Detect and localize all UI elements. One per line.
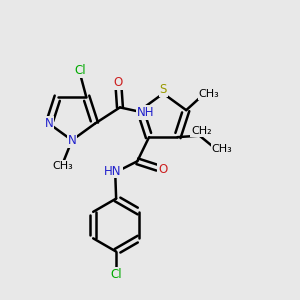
Text: NH: NH — [137, 106, 154, 119]
Text: N: N — [45, 117, 53, 130]
Text: HN: HN — [104, 164, 122, 178]
Text: Cl: Cl — [110, 268, 122, 281]
Text: O: O — [158, 163, 167, 176]
Text: CH₂: CH₂ — [191, 126, 212, 136]
Text: S: S — [160, 83, 167, 96]
Text: CH₃: CH₃ — [53, 161, 74, 171]
Text: CH₃: CH₃ — [199, 89, 219, 99]
Text: O: O — [114, 76, 123, 89]
Text: Cl: Cl — [74, 64, 86, 77]
Text: CH₃: CH₃ — [212, 144, 232, 154]
Text: N: N — [68, 134, 76, 147]
